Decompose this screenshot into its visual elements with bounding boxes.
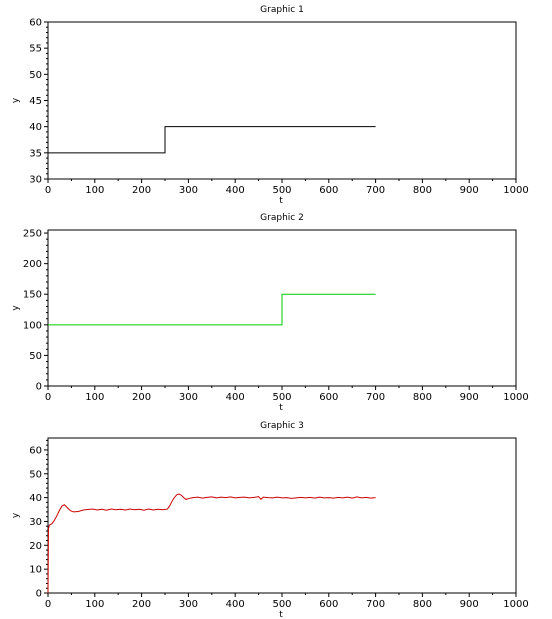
series-line: [48, 126, 376, 154]
plot-frame: [47, 21, 517, 180]
y-tick-label: 0: [36, 589, 42, 600]
x-tick-label: 600: [319, 599, 338, 610]
x-tick-label: 0: [45, 185, 51, 196]
y-tick-label: 40: [29, 122, 42, 133]
x-tick-label: 100: [85, 599, 104, 610]
y-tick-label: 0: [36, 382, 42, 393]
y-tick-label: 50: [29, 351, 42, 362]
x-tick-label: 200: [132, 392, 151, 403]
x-tick-label: 0: [45, 599, 51, 610]
x-axis-label: t: [279, 403, 283, 413]
x-tick-label: 400: [226, 185, 245, 196]
y-tick-label: 60: [29, 445, 42, 456]
x-tick-label: 1000: [503, 392, 528, 403]
y-tick-label: 50: [29, 70, 42, 81]
y-tick-label: 30: [29, 517, 42, 528]
y-tick-label: 30: [29, 175, 42, 186]
y-tick-label: 100: [23, 320, 42, 331]
y-axis-label: y: [11, 512, 21, 518]
x-tick-label: 700: [366, 185, 385, 196]
chart-title: Graphic 2: [260, 213, 304, 223]
x-tick-label: 300: [179, 392, 198, 403]
y-axis-label: y: [11, 97, 21, 103]
y-tick-label: 60: [29, 18, 42, 29]
x-tick-label: 800: [413, 392, 432, 403]
x-tick-label: 300: [179, 599, 198, 610]
y-tick-label: 150: [23, 290, 42, 301]
x-tick-label: 1000: [503, 185, 528, 196]
x-tick-label: 800: [413, 185, 432, 196]
y-tick-label: 40: [29, 493, 42, 504]
x-tick-label: 400: [226, 392, 245, 403]
x-tick-label: 0: [45, 392, 51, 403]
x-tick-label: 700: [366, 599, 385, 610]
y-tick-label: 35: [29, 148, 42, 159]
x-tick-label: 1000: [503, 599, 528, 610]
chart-2: Graphic 20 100 200 300 400 500 600 700 800 900 100…: [11, 213, 529, 413]
x-tick-label: 500: [272, 185, 291, 196]
x-axis-label: t: [279, 196, 283, 206]
x-tick-label: 600: [319, 185, 338, 196]
chart-title: Graphic 1: [260, 5, 304, 15]
x-tick-label: 100: [85, 392, 104, 403]
x-tick-label: 500: [272, 599, 291, 610]
x-tick-label: 200: [132, 185, 151, 196]
x-tick-label: 900: [460, 392, 479, 403]
x-tick-label: 600: [319, 392, 338, 403]
chart-1: Graphic 1 0 100 200 300 400 500 600 700 800 900 100…: [11, 5, 529, 206]
chart-title: Graphic 3: [260, 421, 304, 431]
y-tick-label: 10: [29, 565, 42, 576]
x-tick-label: 300: [179, 185, 198, 196]
chart-3: Graphic 30 100 200 300 400 500 600 700 800 900 100…: [11, 421, 529, 619]
y-tick-label: 200: [23, 259, 42, 270]
x-tick-label: 900: [460, 185, 479, 196]
x-tick-label: 900: [460, 599, 479, 610]
y-axis-label: y: [11, 305, 21, 311]
y-tick-label: 55: [29, 44, 42, 55]
x-tick-label: 700: [366, 392, 385, 403]
x-tick-label: 400: [226, 599, 245, 610]
y-tick-label: 50: [29, 469, 42, 480]
series-line: [47, 493, 376, 594]
x-tick-label: 800: [413, 599, 432, 610]
y-tick-label: 250: [23, 229, 42, 240]
series-line: [48, 293, 376, 326]
plot-frame: [47, 437, 517, 594]
x-axis-label: t: [279, 610, 283, 619]
y-tick-label: 20: [29, 541, 42, 552]
x-tick-label: 100: [85, 185, 104, 196]
y-tick-label: 45: [29, 96, 42, 107]
x-tick-label: 500: [272, 392, 291, 403]
x-tick-label: 200: [132, 599, 151, 610]
